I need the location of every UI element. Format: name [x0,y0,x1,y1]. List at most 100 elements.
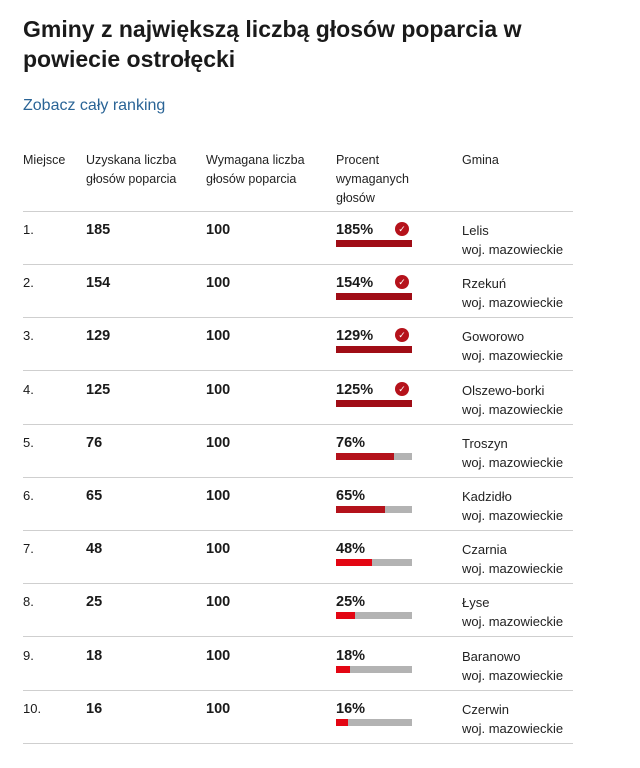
page-title: Gminy z największą liczbą głosów poparci… [23,16,522,72]
row-obtained-votes: 16 [86,700,103,717]
row-place: 5. [23,434,34,450]
row-place: 10. [23,700,42,716]
row-percent: 18% [336,647,366,664]
row-gmina: Rzekuń woj. mazowieckie [462,274,563,312]
gmina-name: Troszyn [462,435,508,451]
gmina-name: Kadzidło [462,489,512,504]
row-required-votes: 100 [206,381,231,398]
row-divider [23,476,573,478]
row-percent: 129% [336,328,374,345]
check-circle-icon: ✓ [395,381,409,396]
row-percent: 125% [336,381,374,398]
percent-progress-fill [336,559,373,567]
row-divider [23,742,573,744]
percent-progress-bar [336,452,412,460]
gmina-region: woj. mazowieckie [462,242,564,257]
table-row: 9. 18 100 18% Baranowo woj. mazowieckie [0,638,640,691]
table-row: 8. 25 100 25% Łyse woj. mazowieckie [0,584,640,638]
row-place: 8. [23,594,34,610]
row-percent: 16% [336,700,366,717]
percent-progress-fill [336,240,412,247]
row-obtained-votes: 76 [86,434,103,451]
percent-progress-fill [336,399,412,407]
row-place: 3. [23,328,34,344]
percent-progress-bar [336,240,412,247]
gmina-region: woj. mazowieckie [462,348,564,364]
row-required-votes: 100 [206,647,231,664]
gmina-name: Rzekuń [462,276,507,292]
row-gmina: Kadzidło woj. mazowieckie [462,487,563,525]
row-required-votes: 100 [206,594,231,611]
gmina-name: Olszewo-borki [462,382,545,398]
row-obtained-votes: 65 [86,488,103,504]
gmina-region: woj. mazowieckie [462,720,564,736]
row-gmina: Olszewo-borki woj. mazowieckie [462,381,563,419]
row-place: 2. [23,275,34,291]
gmina-region: woj. mazowieckie [462,667,564,683]
row-obtained-votes: 125 [86,381,111,398]
table-row: 2. 154 100 154% ✓ Rzekuń woj. mazowieckie [0,265,640,319]
gmina-name: Łyse [462,595,490,611]
table-row: 10. 16 100 16% Czerwin woj. mazowieckie [0,691,640,744]
table-row: 6. 65 100 65% Kadzidło woj. mazowieckie [0,478,640,531]
row-obtained-votes: 185 [86,222,111,238]
row-required-votes: 100 [206,275,231,292]
row-obtained-votes: 48 [86,541,103,558]
row-required-votes: 100 [206,434,231,451]
row-obtained-votes: 18 [86,647,103,664]
gmina-name: Czerwin [462,701,509,717]
header-divider [23,211,573,212]
percent-progress-bar [336,559,412,567]
percent-progress-bar [336,612,412,620]
row-required-votes: 100 [206,488,231,504]
table-row: 5. 76 100 76% Troszyn woj. mazowieckie [0,425,640,478]
row-place: 1. [23,222,34,237]
gmina-region: woj. mazowieckie [462,401,564,417]
row-obtained-votes: 25 [86,594,103,611]
row-divider [23,264,573,265]
table-row: 3. 129 100 129% ✓ Goworowo woj. mazowieckie [0,318,640,372]
percent-progress-bar [336,665,412,673]
row-divider [23,530,573,531]
check-circle-icon: ✓ [395,222,409,236]
gmina-region: woj. mazowieckie [462,295,564,311]
percent-progress-fill [336,293,412,301]
full-ranking-link[interactable]: Zobacz cały ranking [23,97,166,114]
row-required-votes: 100 [206,700,231,717]
percent-progress-fill [336,346,412,354]
gmina-region: woj. mazowieckie [462,508,564,523]
column-header-percent: Procent wymaganych głosów [336,153,409,205]
row-obtained-votes: 129 [86,328,111,345]
percent-progress-fill [336,718,349,726]
row-divider [23,636,573,638]
gmina-name: Baranowo [462,648,521,664]
percent-progress-bar [336,506,412,513]
table-row: 7. 48 100 48% Czarnia woj. mazowieckie [0,531,640,585]
gmina-region: woj. mazowieckie [462,454,564,470]
gmina-region: woj. mazowieckie [462,614,564,630]
row-percent: 48% [336,541,366,558]
gmina-name: Czarnia [462,542,507,558]
row-required-votes: 100 [206,541,231,558]
gmina-name: Lelis [462,223,489,238]
check-circle-icon: ✓ [395,275,409,290]
row-place: 6. [23,488,34,503]
row-gmina: Goworowo woj. mazowieckie [462,327,563,365]
row-divider [23,689,573,691]
column-header-gmina: Gmina [462,153,499,167]
row-gmina: Czerwin woj. mazowieckie [462,700,563,738]
percent-progress-bar [336,293,412,301]
table-header: Miejsce Uzyskana liczba głosów poparcia … [0,151,640,211]
check-circle-icon: ✓ [395,328,409,343]
row-divider [23,317,573,319]
row-place: 9. [23,647,34,663]
percent-progress-bar [336,718,412,726]
row-divider [23,423,573,425]
row-divider [23,583,573,585]
row-place: 4. [23,381,34,397]
row-percent: 65% [336,488,366,504]
gmina-name: Goworowo [462,329,525,345]
column-header-required: Wymagana liczba głosów poparcia [206,153,305,186]
row-required-votes: 100 [206,222,231,238]
percent-progress-fill [336,665,350,673]
